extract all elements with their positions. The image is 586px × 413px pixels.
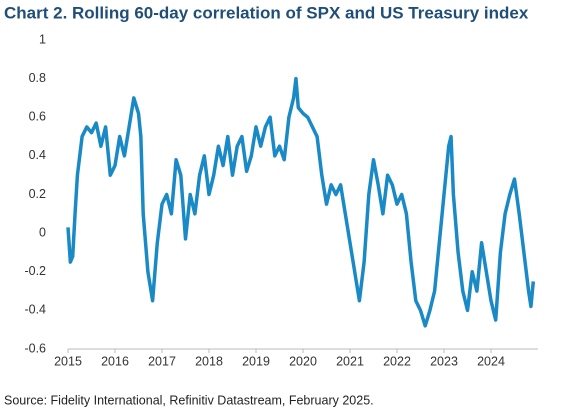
y-tick-label: 0.8 (29, 71, 46, 85)
y-tick-label: 1 (39, 32, 46, 46)
x-tick-label: 2024 (477, 354, 505, 368)
y-tick-label: 0.4 (29, 148, 46, 162)
y-tick-label: 0.2 (29, 187, 46, 201)
y-tick-label: -0.6 (24, 341, 46, 355)
x-tick-label: 2020 (289, 354, 317, 368)
y-tick-label: -0.4 (24, 303, 46, 317)
source-note: Source: Fidelity International, Refiniti… (4, 393, 374, 407)
x-tick-label: 2015 (54, 354, 82, 368)
y-tick-label: 0 (39, 225, 46, 239)
x-tick-label: 2023 (430, 354, 458, 368)
x-tick-label: 2022 (383, 354, 411, 368)
x-tick-label: 2016 (101, 354, 129, 368)
y-tick-label: 0.6 (29, 110, 46, 124)
x-tick-label: 2017 (148, 354, 176, 368)
x-tick-label: 2021 (336, 354, 364, 368)
x-tick-label: 2019 (242, 354, 270, 368)
x-tick-label: 2018 (195, 354, 223, 368)
line-series (66, 76, 536, 328)
chart-title: Chart 2. Rolling 60-day correlation of S… (4, 3, 529, 22)
y-tick-label: -0.2 (24, 264, 46, 278)
